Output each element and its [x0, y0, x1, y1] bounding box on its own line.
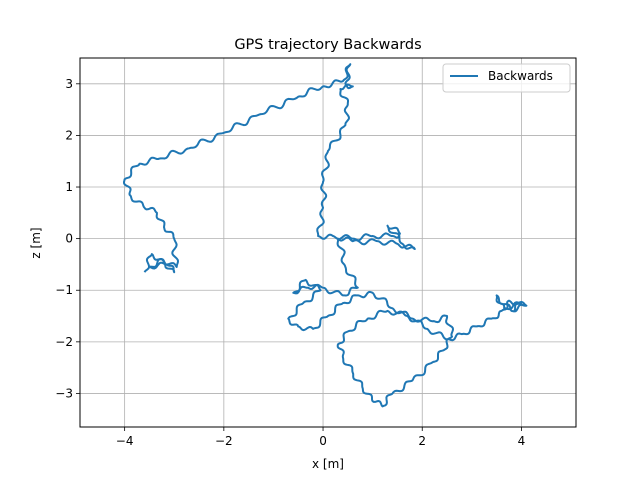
legend-label-backwards: Backwards	[488, 69, 553, 83]
axes-frame	[79, 57, 577, 428]
y-tick-label: 3	[65, 77, 73, 91]
chart-title: GPS trajectory Backwards	[234, 37, 421, 53]
x-tick-label: 4	[518, 434, 526, 448]
y-tick-label: −3	[55, 386, 73, 400]
grid	[80, 58, 576, 427]
y-tick-label: −1	[55, 283, 73, 297]
x-tick-label: −2	[215, 434, 233, 448]
legend: Backwards	[442, 63, 571, 93]
y-tick-label: −2	[55, 335, 73, 349]
x-tick-label: −4	[116, 434, 134, 448]
y-tick-label: 2	[65, 128, 73, 142]
series-line-backwards	[123, 63, 528, 408]
y-tick-label: 0	[65, 232, 73, 246]
x-axis-label: x [m]	[312, 457, 344, 471]
y-axis-label: z [m]	[29, 227, 43, 258]
x-tick-label: 2	[418, 434, 426, 448]
x-tick-label: 0	[319, 434, 327, 448]
plot-area	[123, 63, 528, 408]
ticks: −4 −2 0 2 4 −3 −2 −1 0 1 2 3	[55, 77, 525, 448]
legend-box	[442, 63, 571, 93]
y-tick-label: 1	[65, 180, 73, 194]
